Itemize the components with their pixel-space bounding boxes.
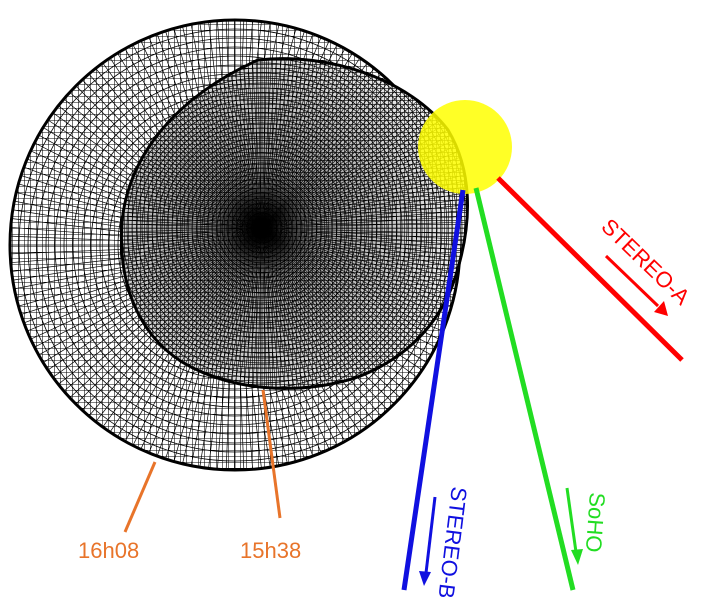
sun	[418, 100, 512, 194]
stereo-a-line	[496, 176, 684, 362]
soho-arrow	[565, 487, 583, 565]
time-label-outer: 16h08	[78, 538, 139, 563]
soho-line	[473, 187, 576, 591]
stereo-a-arrow	[604, 254, 668, 316]
stereo-b-line	[401, 189, 466, 591]
stereo-b-arrow	[419, 496, 437, 586]
time-label-inner: 15h38	[240, 538, 301, 563]
inner-cme-mesh	[119, 57, 469, 390]
stereo-b-label: STEREO-B	[433, 485, 472, 600]
soho-label: SoHO	[581, 492, 610, 554]
time-marker-inner-line	[261, 389, 282, 519]
time-marker-outer-line	[123, 461, 157, 533]
